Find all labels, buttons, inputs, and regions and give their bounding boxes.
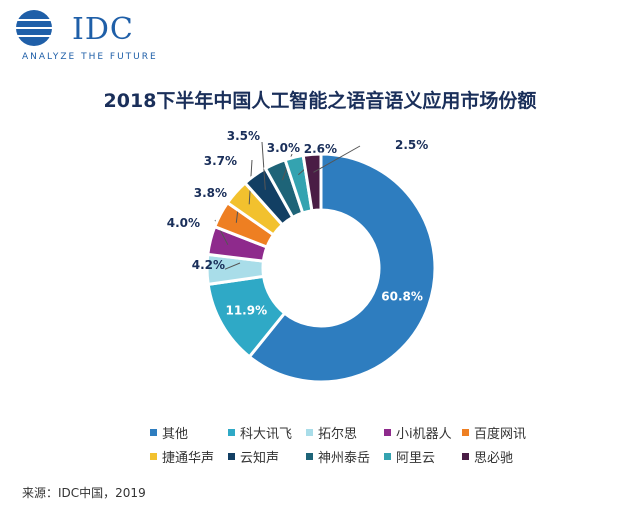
legend-label: 阿里云 — [396, 450, 436, 466]
legend-label: 小i机器人 — [396, 426, 452, 442]
data-label: 3.5% — [227, 129, 260, 143]
legend-swatch — [462, 428, 469, 436]
legend: 其他 科大讯飞 拓尔思 小i机器人 百度网讯捷通华声 云知声 神州泰岳 阿里云 思必驰 — [150, 420, 550, 468]
globe-icon — [16, 10, 52, 46]
legend-label: 其他 — [162, 426, 189, 442]
legend-label: 百度网讯 — [474, 426, 527, 442]
legend-label: 云知声 — [240, 450, 280, 466]
legend-swatch — [462, 452, 469, 460]
legend-swatch — [228, 452, 235, 460]
source-note: 来源：IDC中国，2019 — [22, 486, 146, 500]
legend-swatch — [150, 428, 157, 436]
data-label: 60.8% — [381, 290, 423, 304]
legend-label: 科大讯飞 — [240, 426, 293, 442]
data-label: 3.7% — [204, 154, 237, 168]
data-label: 4.0% — [167, 216, 200, 230]
legend-item: 云知声 — [228, 447, 306, 466]
chart-title: 2018下半年中国人工智能之语音语义应用市场份额 — [103, 90, 537, 112]
legend-swatch — [384, 452, 391, 460]
legend-item: 思必驰 — [462, 447, 540, 466]
leader-line — [313, 145, 361, 173]
legend-swatch — [150, 452, 157, 460]
legend-swatch — [306, 452, 313, 460]
legend-item: 拓尔思 — [306, 423, 384, 442]
legend-label: 神州泰岳 — [318, 450, 371, 466]
legend-label: 捷通华声 — [162, 450, 215, 466]
legend-item: 捷通华声 — [150, 447, 228, 466]
legend-row: 捷通华声 云知声 神州泰岳 阿里云 思必驰 — [150, 444, 550, 468]
idc-logo: IDC ANALYZE THE FUTURE — [10, 8, 160, 62]
legend-swatch — [228, 428, 235, 436]
legend-label: 拓尔思 — [318, 426, 358, 442]
data-label: 2.5% — [395, 138, 428, 152]
data-label: 4.2% — [192, 258, 225, 272]
data-label: 3.0% — [267, 141, 300, 155]
data-label: 3.8% — [194, 186, 227, 200]
leader-line — [224, 262, 241, 270]
donut-chart: 60.8% 11.9% 4.2% 4.0% 3.8% 3.7% 3.5% 3.0% 2.6% 2.… — [167, 129, 437, 384]
logo-text: IDC — [72, 12, 134, 47]
logo-tagline: ANALYZE THE FUTURE — [22, 52, 158, 62]
leader-line — [261, 141, 266, 190]
legend-swatch — [306, 428, 313, 436]
legend-item: 小i机器人 — [384, 423, 462, 442]
legend-row: 其他 科大讯飞 拓尔思 小i机器人 百度网讯 — [150, 420, 550, 444]
legend-item: 神州泰岳 — [306, 447, 384, 466]
slice-0 — [247, 152, 437, 384]
legend-item: 百度网讯 — [462, 423, 540, 442]
data-label: 2.6% — [304, 142, 337, 156]
legend-item: 其他 — [150, 423, 228, 442]
legend-swatch — [384, 428, 391, 436]
legend-label: 思必驰 — [474, 450, 514, 466]
legend-item: 阿里云 — [384, 447, 462, 466]
data-label: 11.9% — [225, 304, 267, 318]
slice-9 — [301, 152, 323, 213]
legend-item: 科大讯飞 — [228, 423, 306, 442]
